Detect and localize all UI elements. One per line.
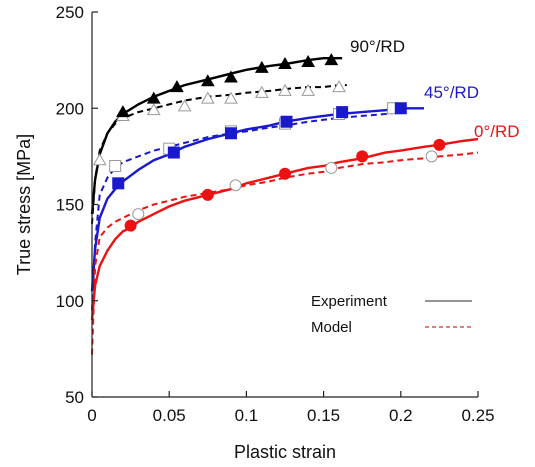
model-point — [325, 161, 338, 174]
series-2 — [90, 137, 479, 355]
model-point — [109, 160, 122, 172]
x-tick-label: 0.1 — [235, 406, 259, 425]
axes: 0 0.05 0.1 0.15 0.2 0.25 50 100 150 200 250 — [56, 3, 495, 425]
experiment-line — [90, 107, 424, 292]
model-point — [146, 103, 161, 116]
experiment-point — [201, 188, 214, 201]
series-label-0: 90°/RD — [350, 37, 405, 56]
experiment-point — [170, 80, 184, 93]
experiment-line — [90, 137, 479, 321]
model-point — [92, 153, 107, 166]
experiment-point — [433, 138, 446, 151]
x-tick-label: 0 — [87, 406, 96, 425]
model-point — [229, 179, 242, 192]
model-point — [200, 91, 215, 104]
series-0 — [90, 53, 347, 224]
model-point — [132, 208, 145, 221]
experiment-point — [324, 53, 339, 66]
y-axis-label: True stress [MPa] — [14, 134, 34, 275]
experiment-point — [146, 91, 161, 104]
experiment-point — [224, 127, 237, 140]
legend-label: Experiment — [311, 293, 388, 310]
experiment-point — [254, 60, 269, 73]
plot-area — [90, 53, 479, 355]
experiment-point — [356, 150, 369, 163]
x-tick-label: 0.15 — [307, 406, 340, 425]
experiment-point — [124, 219, 137, 232]
model-line — [91, 151, 479, 355]
experiment-point — [116, 105, 130, 118]
model-point — [224, 91, 238, 104]
x-ticks: 0 0.05 0.1 0.15 0.2 0.25 — [87, 391, 495, 425]
model-point — [425, 150, 438, 163]
legend: Experiment Model — [311, 293, 472, 336]
experiment-point — [224, 70, 238, 83]
model-line — [91, 84, 347, 224]
x-tick-label: 0.25 — [461, 406, 494, 425]
y-tick-label: 250 — [56, 3, 84, 22]
x-tick-label: 0.05 — [153, 406, 186, 425]
y-tick-label: 150 — [56, 196, 84, 215]
model-point — [332, 80, 346, 93]
x-axis-label: Plastic strain — [234, 442, 336, 462]
model-point — [177, 99, 192, 112]
experiment-line — [90, 57, 343, 215]
series-label-2: 0°/RD — [474, 122, 520, 141]
experiment-point — [278, 56, 292, 69]
model-point — [254, 85, 269, 98]
experiment-point — [279, 167, 291, 180]
y-ticks: 50 100 150 200 250 — [56, 3, 98, 407]
y-tick-label: 50 — [65, 388, 84, 407]
series-label-1: 45°/RD — [424, 83, 479, 102]
series-1 — [90, 102, 424, 311]
experiment-point — [280, 115, 293, 128]
experiment-point — [112, 177, 125, 190]
model-point — [278, 83, 292, 96]
experiment-point — [301, 55, 316, 68]
experiment-point — [167, 146, 180, 159]
y-tick-label: 100 — [56, 292, 84, 311]
experiment-point — [394, 102, 407, 115]
y-tick-label: 200 — [56, 99, 84, 118]
series-labels: 90°/RD 45°/RD 0°/RD — [350, 37, 520, 141]
model-point — [301, 83, 316, 96]
x-tick-label: 0.2 — [389, 406, 413, 425]
legend-label: Model — [311, 319, 352, 336]
experiment-point — [336, 106, 349, 119]
experiment-point — [200, 74, 215, 87]
